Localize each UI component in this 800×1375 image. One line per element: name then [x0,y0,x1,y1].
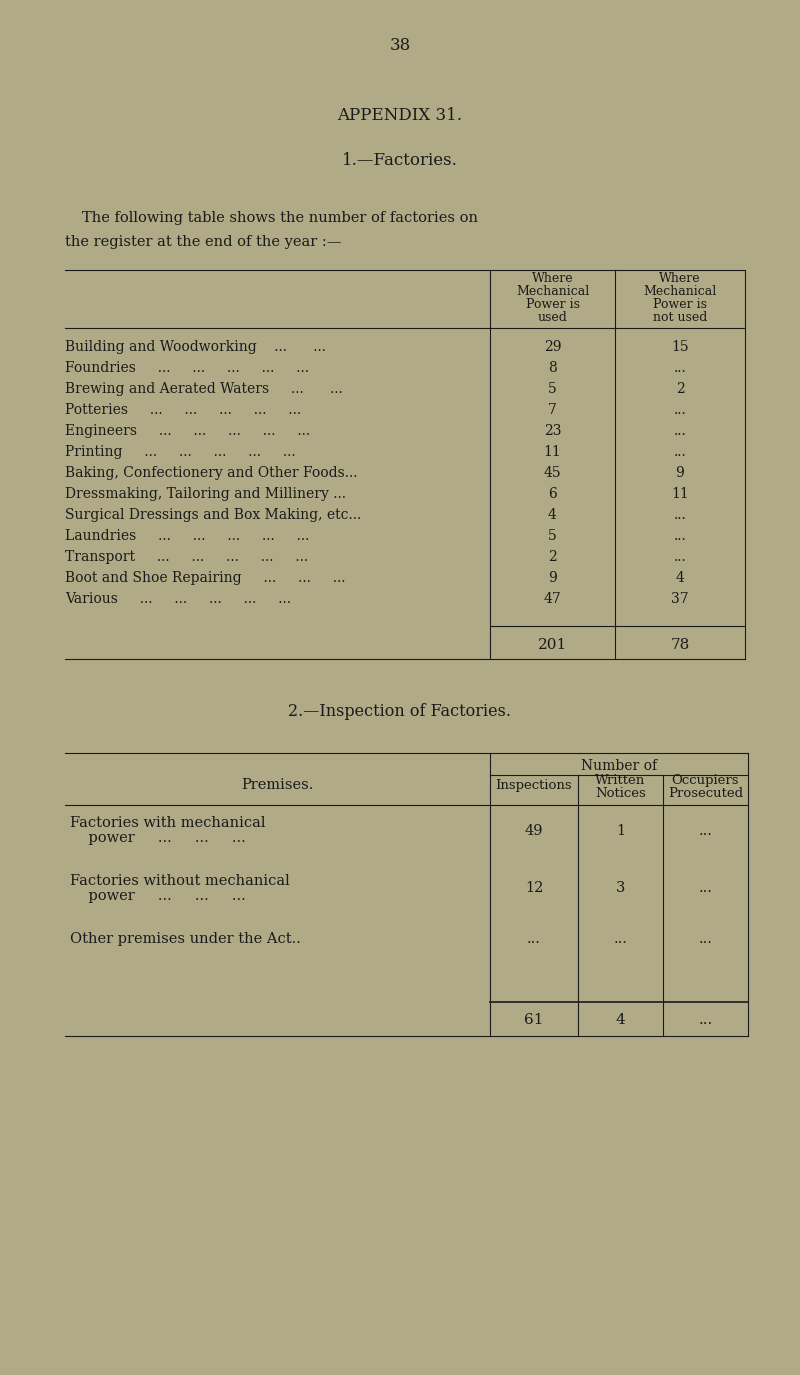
Text: ...: ... [674,424,686,439]
Text: power     ...     ...     ...: power ... ... ... [70,830,246,846]
Text: Various     ...     ...     ...     ...     ...: Various ... ... ... ... ... [65,593,291,606]
Text: 5: 5 [548,529,557,543]
Text: 3: 3 [616,881,625,895]
Text: Baking, Confectionery and Other Foods...: Baking, Confectionery and Other Foods... [65,466,358,480]
Text: 7: 7 [548,403,557,417]
Text: ...: ... [614,932,627,946]
Text: power     ...     ...     ...: power ... ... ... [70,890,246,903]
Text: Mechanical: Mechanical [516,285,589,297]
Text: the register at the end of the year :—: the register at the end of the year :— [65,235,342,249]
Text: Inspections: Inspections [496,778,572,792]
Text: 47: 47 [544,593,562,606]
Text: Other premises under the Act..: Other premises under the Act.. [70,932,301,946]
Text: 78: 78 [670,638,690,652]
Text: 15: 15 [671,340,689,353]
Text: 2: 2 [548,550,557,564]
Text: The following table shows the number of factories on: The following table shows the number of … [82,210,478,226]
Text: ...: ... [698,1013,713,1027]
Text: ...: ... [674,446,686,459]
Text: 6: 6 [548,487,557,500]
Text: Dressmaking, Tailoring and Millinery ...: Dressmaking, Tailoring and Millinery ... [65,487,346,500]
Text: Building and Woodworking    ...      ...: Building and Woodworking ... ... [65,340,326,353]
Text: Written: Written [595,774,646,786]
Text: ...: ... [674,362,686,375]
Text: Engineers     ...     ...     ...     ...     ...: Engineers ... ... ... ... ... [65,424,310,439]
Text: 2.—Inspection of Factories.: 2.—Inspection of Factories. [289,703,511,719]
Text: used: used [538,311,567,323]
Text: ...: ... [674,529,686,543]
Text: Power is: Power is [653,297,707,311]
Text: 201: 201 [538,638,567,652]
Text: 37: 37 [671,593,689,606]
Text: Factories with mechanical: Factories with mechanical [70,815,266,830]
Text: 5: 5 [548,382,557,396]
Text: 1: 1 [616,824,625,837]
Text: ...: ... [674,550,686,564]
Text: 11: 11 [544,446,562,459]
Text: Premises.: Premises. [242,778,314,792]
Text: 4: 4 [548,507,557,522]
Text: Printing     ...     ...     ...     ...     ...: Printing ... ... ... ... ... [65,446,296,459]
Text: 11: 11 [671,487,689,500]
Text: 9: 9 [548,571,557,584]
Text: 23: 23 [544,424,562,439]
Text: 4: 4 [616,1013,626,1027]
Text: Boot and Shoe Repairing     ...     ...     ...: Boot and Shoe Repairing ... ... ... [65,571,346,584]
Text: Factories without mechanical: Factories without mechanical [70,874,290,888]
Text: ...: ... [674,403,686,417]
Text: Prosecuted: Prosecuted [668,786,743,799]
Text: Surgical Dressings and Box Making, etc...: Surgical Dressings and Box Making, etc..… [65,507,362,522]
Text: 9: 9 [676,466,684,480]
Text: Foundries     ...     ...     ...     ...     ...: Foundries ... ... ... ... ... [65,362,309,375]
Text: ...: ... [698,824,713,837]
Text: ...: ... [698,881,713,895]
Text: ...: ... [674,507,686,522]
Text: ...: ... [527,932,541,946]
Text: 8: 8 [548,362,557,375]
Text: Notices: Notices [595,786,646,799]
Text: 4: 4 [675,571,685,584]
Text: Number of: Number of [581,759,657,773]
Text: Transport     ...     ...     ...     ...     ...: Transport ... ... ... ... ... [65,550,308,564]
Text: Where: Where [659,271,701,285]
Text: Potteries     ...     ...     ...     ...     ...: Potteries ... ... ... ... ... [65,403,301,417]
Text: Laundries     ...     ...     ...     ...     ...: Laundries ... ... ... ... ... [65,529,310,543]
Text: Brewing and Aerated Waters     ...      ...: Brewing and Aerated Waters ... ... [65,382,342,396]
Text: 12: 12 [525,881,543,895]
Text: 61: 61 [524,1013,544,1027]
Text: 1.—Factories.: 1.—Factories. [342,151,458,169]
Text: 49: 49 [525,824,543,837]
Text: Where: Where [532,271,574,285]
Text: not used: not used [653,311,707,323]
Text: Occupiers: Occupiers [672,774,739,786]
Text: Mechanical: Mechanical [643,285,717,297]
Text: ...: ... [698,932,713,946]
Text: 38: 38 [390,37,410,54]
Text: Power is: Power is [526,297,579,311]
Text: 45: 45 [544,466,562,480]
Text: 29: 29 [544,340,562,353]
Text: APPENDIX 31.: APPENDIX 31. [338,106,462,124]
Text: 2: 2 [676,382,684,396]
